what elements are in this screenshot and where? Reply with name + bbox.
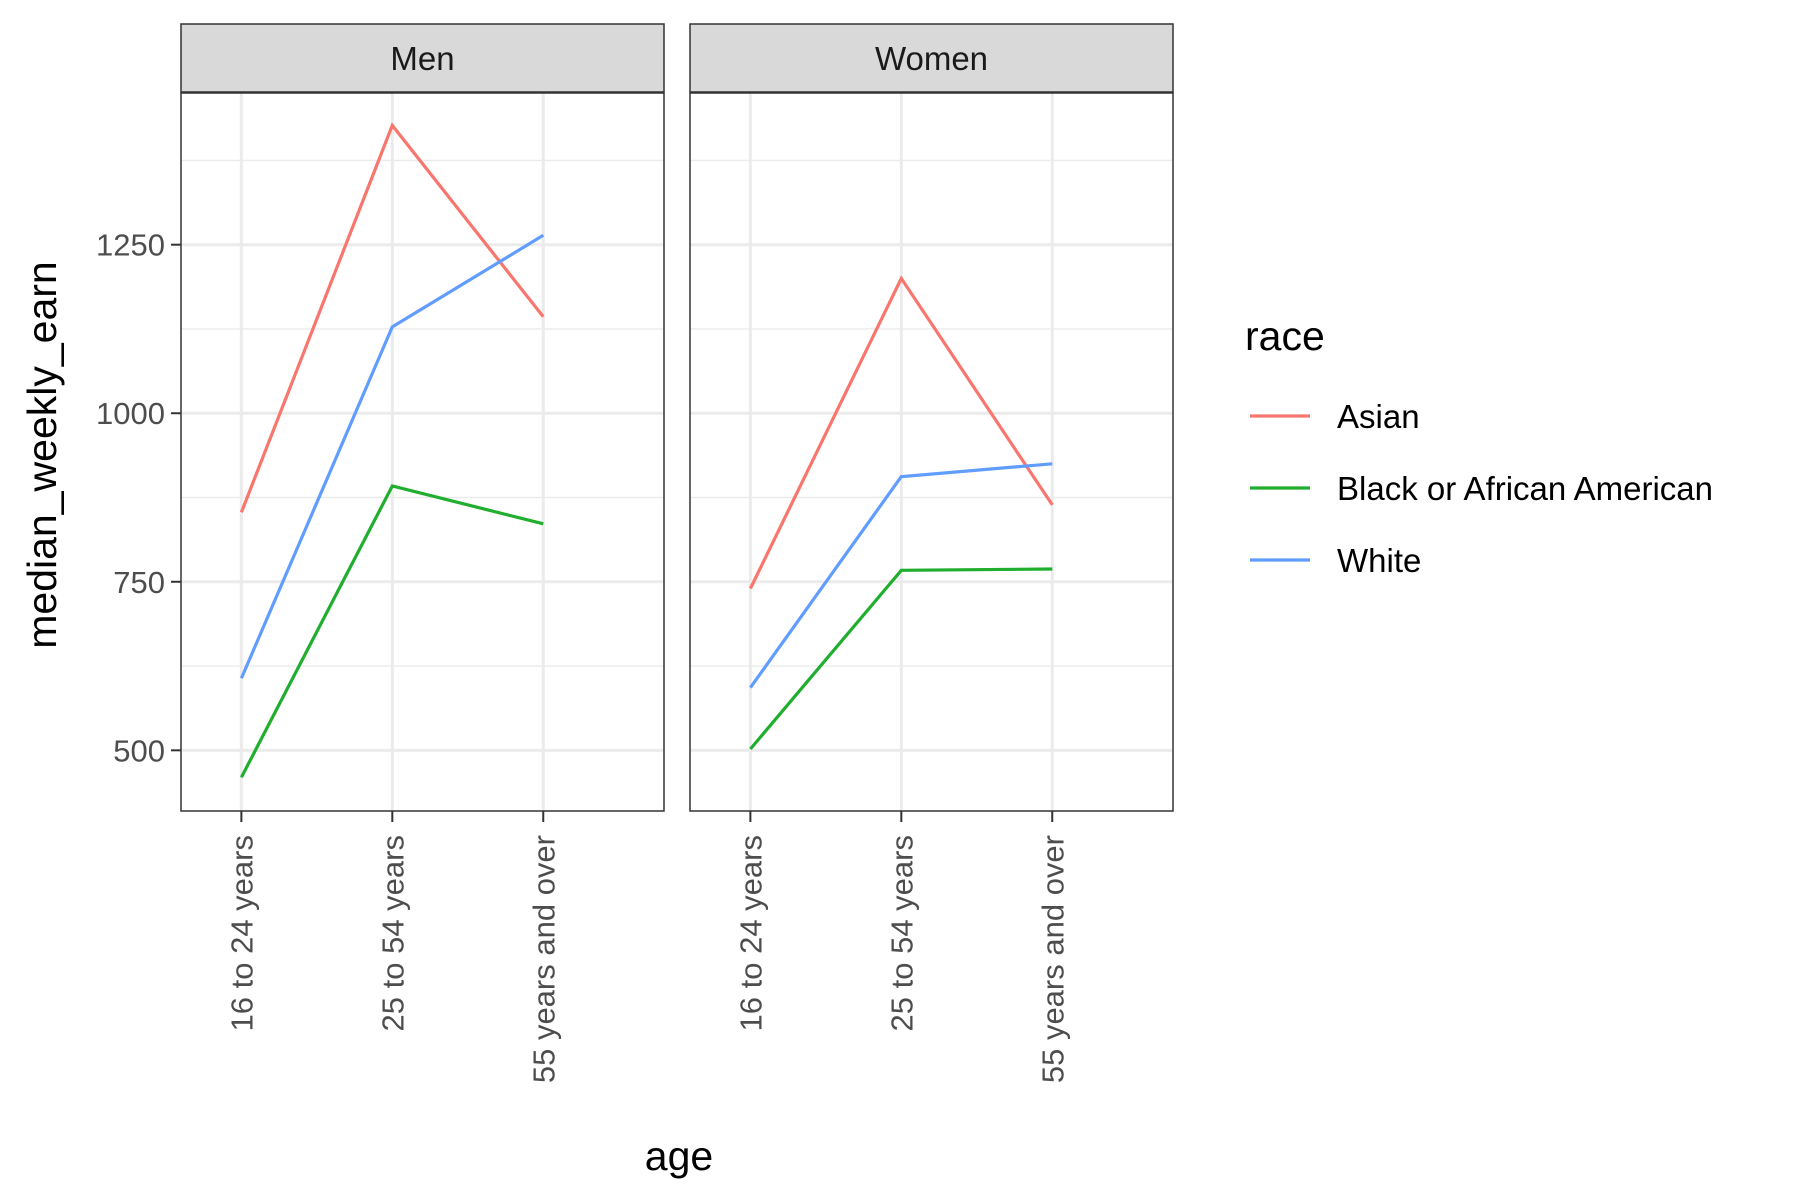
panel-border — [689, 92, 1174, 812]
legend-label: Asian — [1337, 398, 1420, 435]
y-tick-label: 1000 — [96, 396, 165, 431]
x-tick-label: 55 years and over — [1035, 835, 1070, 1083]
series-line-black-or-african-american — [749, 567, 1053, 751]
series-line-white — [749, 462, 1053, 689]
y-tick-label: 500 — [113, 733, 165, 768]
series-line-white — [239, 233, 545, 679]
panel-women: Women 16 to 24 years 25 to 54 years 55 year… — [689, 23, 1174, 1083]
x-tick-label: 55 years and over — [526, 835, 561, 1083]
y-axis-title: median_weekly_earn — [19, 261, 65, 648]
y-tick-label: 1250 — [96, 228, 165, 263]
legend-label: White — [1337, 542, 1421, 579]
x-tick-label: 25 to 54 years — [375, 835, 410, 1031]
x-axis-title: age — [645, 1133, 713, 1179]
series-line-black-or-african-american — [239, 484, 544, 779]
legend-label: Black or African American — [1337, 470, 1713, 507]
x-tick-label: 16 to 24 years — [224, 835, 259, 1031]
strip-women — [689, 23, 1174, 93]
strip-men — [180, 23, 665, 93]
panel-men: Men 16 to 24 years 25 to 54 years 55 years … — [180, 23, 665, 1083]
series-line-asian — [239, 122, 545, 513]
legend-title: race — [1245, 313, 1325, 359]
y-axis: 500 750 1000 1250 — [96, 228, 181, 768]
panels: Men 16 to 24 years 25 to 54 years 55 years … — [96, 23, 1174, 1083]
strip-label-men: Men — [390, 40, 454, 77]
x-tick-label: 16 to 24 years — [733, 835, 768, 1031]
x-tick-label: 25 to 54 years — [884, 835, 919, 1031]
panel-border — [180, 92, 665, 812]
strip-label-women: Women — [875, 40, 988, 77]
y-tick-label: 750 — [113, 565, 165, 600]
series-line-asian — [748, 275, 1054, 590]
legend: race Asian Black or African American White — [1245, 313, 1713, 579]
